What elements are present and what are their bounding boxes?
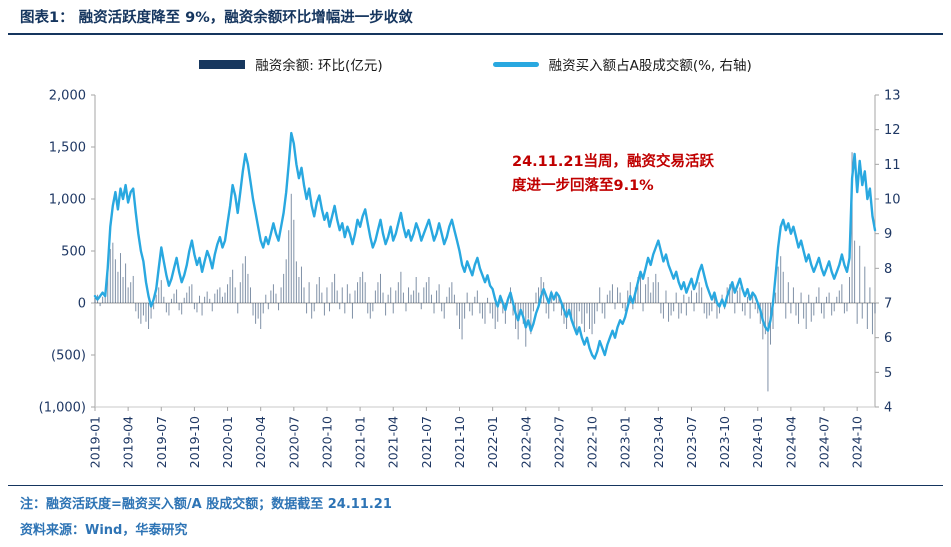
title-divider bbox=[8, 33, 943, 35]
svg-text:10: 10 bbox=[884, 193, 901, 208]
svg-text:4: 4 bbox=[884, 401, 892, 416]
svg-text:13: 13 bbox=[884, 89, 901, 104]
footer-divider bbox=[8, 485, 943, 486]
legend-item-ratio: 融资买入额占A股成交额(%, 右轴) bbox=[492, 54, 752, 74]
chart-source: 资料来源：Wind，华泰研究 bbox=[20, 523, 188, 538]
svg-text:2019-07: 2019-07 bbox=[154, 416, 169, 468]
chart-annotation: 24.11.21当周，融资交易活跃 度进一步回落至9.1% bbox=[512, 151, 714, 199]
svg-text:2021-07: 2021-07 bbox=[419, 416, 434, 468]
annotation-line-2: 度进一步回落至9.1% bbox=[512, 177, 654, 194]
svg-text:2023-07: 2023-07 bbox=[684, 416, 699, 468]
chart-area: 2,000 1,500 1,000 500 0 (500) (1,000) 13 12 11 10 9… bbox=[0, 77, 951, 481]
svg-text:2024-10: 2024-10 bbox=[850, 416, 865, 468]
svg-text:2019-01: 2019-01 bbox=[88, 416, 103, 468]
svg-text:2023-10: 2023-10 bbox=[717, 416, 732, 468]
svg-text:2024-07: 2024-07 bbox=[817, 416, 832, 468]
svg-text:2,000: 2,000 bbox=[49, 89, 86, 104]
svg-text:9: 9 bbox=[884, 227, 892, 242]
line-series-swatch-icon bbox=[492, 61, 539, 67]
svg-text:11: 11 bbox=[884, 158, 901, 173]
svg-text:5: 5 bbox=[884, 366, 892, 381]
svg-text:2019-10: 2019-10 bbox=[187, 416, 202, 468]
legend-label-ratio: 融资买入额占A股成交额(%, 右轴) bbox=[548, 58, 752, 74]
svg-text:2022-07: 2022-07 bbox=[551, 416, 566, 468]
svg-text:500: 500 bbox=[61, 245, 86, 260]
combo-chart: 2,000 1,500 1,000 500 0 (500) (1,000) 13 12 11 10 9… bbox=[39, 89, 901, 469]
annotation-line-1: 24.11.21当周，融资交易活跃 bbox=[512, 154, 715, 170]
svg-text:1,000: 1,000 bbox=[49, 193, 86, 208]
svg-text:2021-01: 2021-01 bbox=[353, 416, 368, 468]
svg-text:2023-01: 2023-01 bbox=[618, 416, 633, 468]
svg-text:8: 8 bbox=[884, 262, 892, 277]
svg-text:2019-04: 2019-04 bbox=[121, 416, 136, 468]
svg-text:2023-04: 2023-04 bbox=[651, 416, 666, 468]
svg-text:7: 7 bbox=[884, 297, 892, 312]
bar-series-swatch-icon bbox=[199, 59, 246, 69]
svg-text:2024-04: 2024-04 bbox=[783, 416, 798, 468]
svg-text:2022-10: 2022-10 bbox=[585, 416, 600, 468]
svg-text:2020-10: 2020-10 bbox=[319, 416, 334, 468]
svg-text:6: 6 bbox=[884, 331, 892, 346]
svg-text:2022-04: 2022-04 bbox=[518, 416, 533, 468]
svg-text:(1,000): (1,000) bbox=[39, 401, 86, 416]
svg-text:1,500: 1,500 bbox=[49, 141, 86, 156]
svg-text:2022-01: 2022-01 bbox=[485, 416, 500, 468]
chart-title: 图表1： 融资活跃度降至 9%，融资余额环比增幅进一步收敛 bbox=[20, 10, 413, 26]
svg-text:2020-01: 2020-01 bbox=[220, 416, 235, 468]
legend-item-balance: 融资余额: 环比(亿元) bbox=[199, 54, 383, 74]
svg-text:2021-10: 2021-10 bbox=[452, 416, 467, 468]
svg-text:2020-04: 2020-04 bbox=[253, 416, 268, 468]
chart-note: 注：融资活跃度=融资买入额/A 股成交额；数据截至 24.11.21 bbox=[20, 497, 392, 512]
svg-text:2020-07: 2020-07 bbox=[286, 416, 301, 468]
svg-text:2021-04: 2021-04 bbox=[386, 416, 401, 468]
svg-text:12: 12 bbox=[884, 123, 901, 138]
chart-legend: 融资余额: 环比(亿元) 融资买入额占A股成交额(%, 右轴) bbox=[0, 53, 951, 75]
legend-label-balance: 融资余额: 环比(亿元) bbox=[255, 58, 383, 74]
svg-text:2024-01: 2024-01 bbox=[750, 416, 765, 468]
svg-text:0: 0 bbox=[78, 297, 86, 312]
svg-text:(500): (500) bbox=[51, 349, 86, 364]
